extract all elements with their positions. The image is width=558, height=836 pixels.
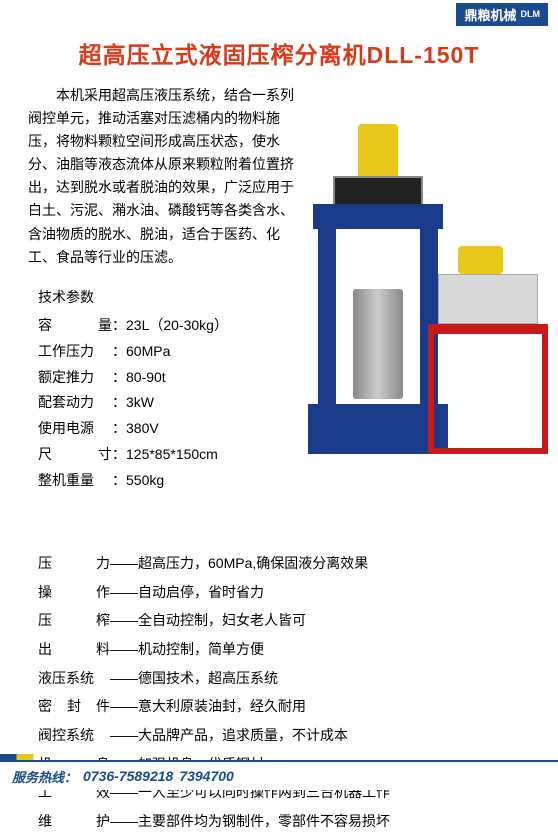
spec-colon: ：: [112, 313, 126, 339]
hydraulic-stand: 鼎粮牌: [428, 324, 548, 454]
spec-colon: ：: [112, 339, 126, 365]
feature-text: 主要部件均为钢制件，零部件不容易损坏: [138, 807, 390, 836]
feature-dash: ——: [110, 578, 138, 607]
spec-value: 125*85*150cm: [126, 442, 218, 468]
spec-label: 整机重量: [38, 468, 112, 494]
feature-row: 维护——主要部件均为钢制件，零部件不容易损坏: [38, 807, 530, 836]
press-base: [308, 404, 448, 454]
feature-dash: ——: [110, 635, 138, 664]
feature-label: 压力: [38, 549, 110, 578]
feature-dash: ——: [110, 549, 138, 578]
feature-label: 压榨: [38, 606, 110, 635]
hotline-phone-1: 0736-7589218: [83, 768, 173, 784]
body-area: 本机采用超高压液压系统，结合一系列阀控单元，推动活塞对压滤桶内的物料施压，将物料…: [0, 84, 558, 836]
footer: 服务热线： 0736-7589218 7394700: [0, 760, 558, 790]
feature-row: 压力——超高压力，60MPa,确保固液分离效果: [38, 549, 530, 578]
description: 本机采用超高压液压系统，结合一系列阀控单元，推动活塞对压滤桶内的物料施压，将物料…: [28, 84, 298, 269]
machine-illustration: 鼎粮牌: [298, 84, 558, 464]
feature-text: 机动控制，简单方便: [138, 635, 264, 664]
feature-row: 操作——自动启停，省时省力: [38, 578, 530, 607]
hydraulic-brand-label: 鼎粮牌: [434, 382, 542, 402]
spec-label: 使用电源: [38, 416, 112, 442]
spec-colon: ：: [112, 416, 126, 442]
feature-row: 液压系统——德国技术，超高压系统: [38, 664, 530, 693]
feature-text: 意大利原装油封，经久耐用: [138, 692, 306, 721]
brand-badge: 鼎粮机械 DLM: [456, 3, 548, 26]
feature-text: 超高压力，60MPa,确保固液分离效果: [138, 549, 368, 578]
brand-name: 鼎粮机械: [464, 5, 516, 24]
hydraulic-motor: [458, 246, 503, 274]
hotline-label: 服务热线：: [12, 767, 77, 786]
spec-row: 整机重量：550kg: [38, 468, 530, 494]
hotline-phone-2: 7394700: [179, 768, 234, 784]
spec-label: 容量: [38, 313, 112, 339]
spec-colon: ：: [112, 365, 126, 391]
feature-label: 操作: [38, 578, 110, 607]
feature-label: 液压系统: [38, 664, 110, 693]
brand-sub: DLM: [521, 9, 541, 19]
press-control-panel: [333, 176, 423, 206]
spec-value: 3kW: [126, 390, 154, 416]
feature-text: 全自动控制，妇女老人皆可: [138, 606, 306, 635]
press-machine: [318, 124, 438, 454]
feature-text: 大品牌产品，追求质量，不计成本: [138, 721, 348, 750]
feature-text: 自动启停，省时省力: [138, 578, 264, 607]
feature-dash: ——: [110, 807, 138, 836]
feature-row: 密封件——意大利原装油封，经久耐用: [38, 692, 530, 721]
feature-label: 密封件: [38, 692, 110, 721]
spec-value: 380V: [126, 416, 159, 442]
spec-colon: ：: [112, 468, 126, 494]
press-cylinder: [358, 124, 398, 179]
features-list: 压力——超高压力，60MPa,确保固液分离效果操作——自动启停，省时省力压榨——…: [38, 549, 530, 836]
spec-value: 550kg: [126, 468, 164, 494]
spec-label: 配套动力: [38, 390, 112, 416]
feature-dash: ——: [110, 692, 138, 721]
spec-label: 尺寸: [38, 442, 112, 468]
spec-colon: ：: [112, 390, 126, 416]
feature-text: 德国技术，超高压系统: [138, 664, 278, 693]
spec-value: 60MPa: [126, 339, 170, 365]
hydraulic-tank: [438, 274, 538, 324]
feature-label: 维护: [38, 807, 110, 836]
spec-value: 23L（20-30kg）: [126, 313, 228, 339]
top-bar: 鼎粮机械 DLM: [0, 0, 558, 28]
feature-dash: ——: [110, 664, 138, 693]
spec-label: 额定推力: [38, 365, 112, 391]
feature-dash: ——: [110, 721, 138, 750]
press-barrel: [353, 289, 403, 399]
feature-label: 出料: [38, 635, 110, 664]
feature-row: 出料——机动控制，简单方便: [38, 635, 530, 664]
feature-row: 压榨——全自动控制，妇女老人皆可: [38, 606, 530, 635]
press-column-left: [318, 224, 336, 424]
feature-label: 阀控系统: [38, 721, 110, 750]
page-title: 超高压立式液固压榨分离机DLL-150T: [0, 28, 558, 84]
feature-dash: ——: [110, 606, 138, 635]
feature-row: 阀控系统——大品牌产品，追求质量，不计成本: [38, 721, 530, 750]
hydraulic-unit: 鼎粮牌: [428, 254, 548, 454]
spec-colon: ：: [112, 442, 126, 468]
spec-value: 80-90t: [126, 365, 166, 391]
spec-label: 工作压力: [38, 339, 112, 365]
